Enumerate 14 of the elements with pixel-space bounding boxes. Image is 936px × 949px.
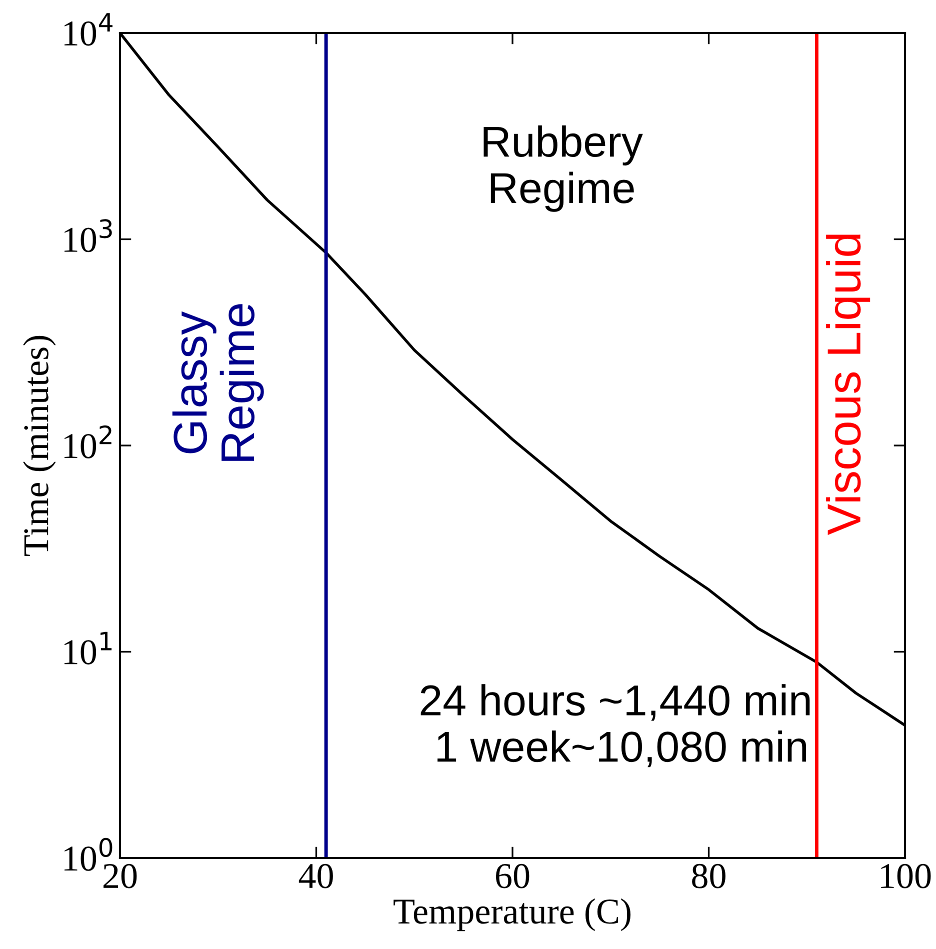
annotation: 24 hours ~1,440 min 1 week~10,080 min bbox=[420, 684, 810, 768]
ref-line-label: Viscous Liquid bbox=[826, 234, 870, 536]
ref-line-label: Glassy Regime bbox=[172, 304, 264, 461]
y-tick-label: 10$^{4}$ bbox=[64, 13, 112, 46]
y-tick-label: 10$^{2}$ bbox=[64, 425, 112, 458]
x-tick-label: 80 bbox=[692, 864, 726, 888]
x-tick-label: 100 bbox=[881, 864, 931, 888]
y-axis-title: Time (minutes) bbox=[23, 336, 56, 556]
x-tick-label: 40 bbox=[298, 864, 333, 888]
annotation: Rubbery Regime bbox=[484, 125, 643, 212]
x-axis-title: Temperature (C) bbox=[394, 898, 630, 932]
y-tick-label: 10$^{3}$ bbox=[64, 219, 112, 252]
x-tick-label: 60 bbox=[496, 864, 530, 888]
y-tick-label: 10$^{1}$ bbox=[64, 632, 112, 664]
